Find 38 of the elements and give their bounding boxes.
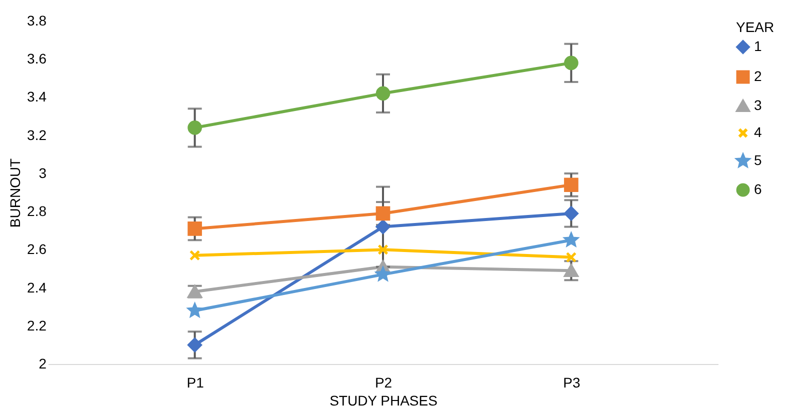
y-tick-label: 2.2 [27,317,47,334]
y-tick-label: 3.6 [27,50,47,67]
legend-title: YEAR [736,19,774,35]
y-tick-label: 3 [38,164,47,181]
point [564,232,578,246]
x-tick-label: P1 [186,374,204,390]
y-tick-label: 2 [38,356,47,372]
point [564,206,578,221]
point [376,220,390,234]
y-tick-label: 2.8 [27,203,47,220]
x-tick-label: P2 [374,374,392,390]
point [188,222,202,236]
y-tick-label: 3.4 [27,88,47,105]
point [188,338,202,352]
point [376,267,390,280]
point [188,303,202,317]
y-tick-label: 3.8 [27,12,47,28]
y-tick-label: 3.2 [27,126,47,143]
y-tick-label: 2.6 [27,241,47,258]
point [189,250,200,261]
x-tick-label: P3 [563,374,580,390]
point [564,264,578,277]
legend-label: 1 [754,38,762,54]
legend-label: 3 [754,97,762,113]
point [188,120,202,135]
legend-label: 6 [754,181,762,197]
point [376,86,390,101]
point [376,206,390,221]
legend-label: 2 [754,68,762,84]
legend-label: 5 [754,152,762,168]
x-axis-title: STUDY PHASES [330,392,438,408]
legend-label: 4 [754,124,762,140]
y-axis-title: BURNOUT [7,158,24,228]
point [378,244,388,256]
y-tick-label: 2.4 [27,279,47,296]
point [564,178,578,192]
point [566,252,577,263]
point [564,56,578,70]
